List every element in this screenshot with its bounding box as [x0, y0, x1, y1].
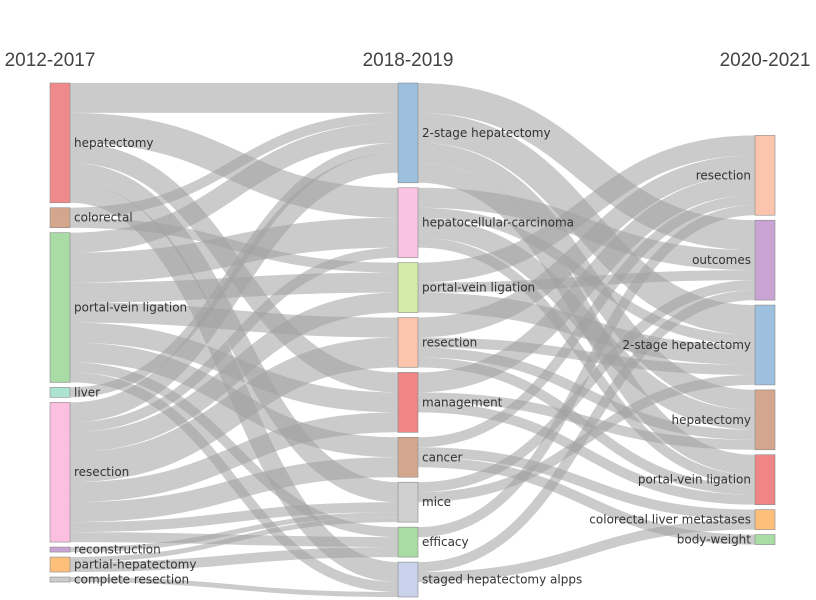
- column-title-2: 2020-2021: [720, 50, 811, 71]
- column-title-1: 2018-2019: [363, 50, 454, 71]
- node-b_man[interactable]: [397, 372, 419, 433]
- nodes-layer: hepatectomy colorectal portal-vein ligatio…: [49, 82, 776, 598]
- node-c_clm[interactable]: [754, 509, 776, 530]
- node-c_res[interactable]: [754, 135, 776, 216]
- node-label-b_can: cancer: [422, 450, 463, 464]
- flow-link-b_can-c_clm[interactable]: [417, 447, 756, 520]
- node-label-b_res: resection: [422, 335, 477, 349]
- flow-link-b_can-c_bw[interactable]: [417, 457, 756, 545]
- column-titles: 2012-2017 2018-2019 2020-2021: [5, 50, 811, 71]
- node-b_2st[interactable]: [397, 82, 419, 184]
- node-label-c_res: resection: [696, 168, 751, 182]
- node-label-c_bw: body-weight: [677, 533, 752, 547]
- node-label-a_res: resection: [74, 465, 129, 479]
- flow-link-a_col-b_2st[interactable]: [69, 112, 399, 218]
- node-label-a_par: partial-hepatectomy: [74, 558, 196, 572]
- flow-link-a_res-b_pvl[interactable]: [69, 292, 399, 453]
- flow-link-a_res-b_man[interactable]: [69, 412, 399, 503]
- node-c_pvl[interactable]: [754, 454, 776, 505]
- flow-link-a_res-b_res[interactable]: [69, 337, 399, 483]
- flow-link-a_pvl-b_2st[interactable]: [69, 122, 399, 253]
- node-b_hcc[interactable]: [397, 187, 419, 258]
- flow-link-b_man-c_pvl[interactable]: [417, 402, 756, 505]
- node-b_mic[interactable]: [397, 481, 419, 523]
- node-label-c_hep: hepatectomy: [672, 413, 751, 427]
- node-b_can[interactable]: [397, 437, 419, 478]
- node-c_bw[interactable]: [754, 534, 776, 545]
- node-a_hep[interactable]: [49, 82, 71, 204]
- flow-link-b_sta-c_out[interactable]: [417, 290, 756, 573]
- flow-link-b_man-c_res[interactable]: [417, 175, 756, 393]
- flow-link-b_res-c_2st[interactable]: [417, 337, 756, 375]
- flow-link-a_res-b_mic[interactable]: [69, 502, 399, 533]
- node-label-a_liv: liver: [74, 385, 100, 399]
- node-a_col[interactable]: [49, 207, 71, 229]
- flow-link-a_rec-b_mic[interactable]: [69, 512, 399, 553]
- flow-link-a_pvl-b_hcc[interactable]: [69, 217, 399, 283]
- node-label-b_eff: efficacy: [422, 535, 469, 549]
- node-label-b_pvl: portal-vein ligation: [422, 281, 535, 295]
- node-c_out[interactable]: [754, 219, 776, 301]
- node-label-b_mic: mice: [422, 495, 451, 509]
- node-b_pvl[interactable]: [397, 262, 419, 313]
- flow-link-b_man-c_hep[interactable]: [417, 392, 756, 450]
- flow-link-a_par-b_mic[interactable]: [69, 517, 399, 563]
- node-b_sta[interactable]: [397, 561, 419, 598]
- node-a_par[interactable]: [49, 556, 71, 573]
- node-label-a_hep: hepatectomy: [74, 136, 153, 150]
- node-label-a_com: complete resection: [74, 573, 189, 587]
- node-label-c_2st: 2-stage hepatectomy: [622, 338, 751, 352]
- flow-link-b_can-c_res[interactable]: [417, 195, 756, 448]
- flow-link-a_par-b_eff[interactable]: [69, 547, 399, 573]
- flow-link-a_pvl-b_res[interactable]: [69, 302, 399, 338]
- node-label-b_man: management: [422, 395, 503, 409]
- node-label-c_out: outcomes: [692, 253, 751, 267]
- flow-link-a_res-b_2st[interactable]: [69, 152, 399, 423]
- node-b_res[interactable]: [397, 317, 419, 368]
- node-b_eff[interactable]: [397, 526, 419, 558]
- node-c_2st[interactable]: [754, 304, 776, 386]
- flow-link-b_res-c_res[interactable]: [417, 155, 756, 338]
- node-a_pvl[interactable]: [49, 232, 71, 383]
- node-a_com[interactable]: [49, 576, 71, 583]
- node-label-a_rec: reconstruction: [74, 543, 161, 557]
- flow-link-b_eff-c_res[interactable]: [417, 205, 756, 538]
- flow-link-a_res-b_hcc[interactable]: [69, 247, 399, 433]
- flow-link-a_res-b_can[interactable]: [69, 457, 399, 523]
- node-a_liv[interactable]: [49, 387, 71, 398]
- node-a_rec[interactable]: [49, 546, 71, 553]
- flow-link-b_sta-c_clm[interactable]: [417, 519, 756, 583]
- column-title-0: 2012-2017: [5, 50, 96, 71]
- flow-link-b_pvl-c_res[interactable]: [417, 135, 756, 283]
- node-label-a_col: colorectal: [74, 211, 133, 225]
- node-label-b_2st: 2-stage hepatectomy: [422, 126, 551, 140]
- node-label-b_hcc: hepatocellular-carcinoma: [422, 216, 574, 230]
- node-label-a_pvl: portal-vein ligation: [74, 301, 187, 315]
- node-c_hep[interactable]: [754, 389, 776, 451]
- flow-link-b_mic-c_out[interactable]: [417, 280, 756, 493]
- flow-link-a_com-b_sta[interactable]: [69, 577, 399, 597]
- node-label-b_sta: staged hepatectomy alpps: [422, 573, 582, 587]
- flow-link-b_hcc-c_out[interactable]: [417, 187, 756, 271]
- node-label-c_clm: colorectal liver metastases: [589, 513, 751, 527]
- node-label-c_pvl: portal-vein ligation: [638, 473, 751, 487]
- links-layer: [69, 82, 756, 597]
- node-a_res[interactable]: [49, 402, 71, 543]
